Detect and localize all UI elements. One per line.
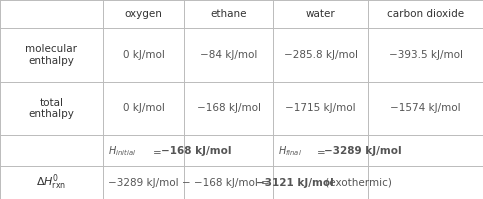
Text: −84 kJ/mol: −84 kJ/mol [200,50,257,60]
Text: (exothermic): (exothermic) [322,178,392,188]
Text: 0 kJ/mol: 0 kJ/mol [123,103,164,113]
Text: $H_{\mathregular{initial}}$: $H_{\mathregular{initial}}$ [108,144,136,158]
Text: oxygen: oxygen [125,9,162,19]
Text: −168 kJ/mol: −168 kJ/mol [161,146,231,156]
Text: 0 kJ/mol: 0 kJ/mol [123,50,164,60]
Text: ethane: ethane [211,9,247,19]
Text: −1715 kJ/mol: −1715 kJ/mol [285,103,356,113]
Text: $H_{\mathregular{final}}$: $H_{\mathregular{final}}$ [278,144,302,158]
Text: −393.5 kJ/mol: −393.5 kJ/mol [388,50,463,60]
Text: −168 kJ/mol: −168 kJ/mol [197,103,261,113]
Text: $=$: $=$ [150,146,162,156]
Text: −3289 kJ/mol: −3289 kJ/mol [324,146,402,156]
Text: −3289 kJ/mol − −168 kJ/mol =: −3289 kJ/mol − −168 kJ/mol = [108,178,273,188]
Text: −1574 kJ/mol: −1574 kJ/mol [390,103,461,113]
Text: carbon dioxide: carbon dioxide [387,9,464,19]
Text: $=$: $=$ [314,146,326,156]
Text: −3121 kJ/mol: −3121 kJ/mol [256,178,334,188]
Text: $\Delta H^0_{\mathregular{rxn}}$: $\Delta H^0_{\mathregular{rxn}}$ [36,173,67,192]
Text: −285.8 kJ/mol: −285.8 kJ/mol [284,50,358,60]
Text: total
enthalpy: total enthalpy [28,98,74,119]
Text: water: water [306,9,336,19]
Text: molecular
enthalpy: molecular enthalpy [26,44,77,65]
